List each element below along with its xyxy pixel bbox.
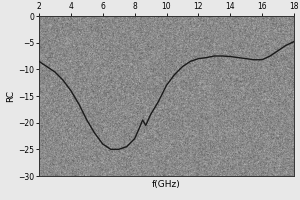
Y-axis label: RC: RC xyxy=(6,90,15,102)
X-axis label: f(GHz): f(GHz) xyxy=(152,180,181,189)
